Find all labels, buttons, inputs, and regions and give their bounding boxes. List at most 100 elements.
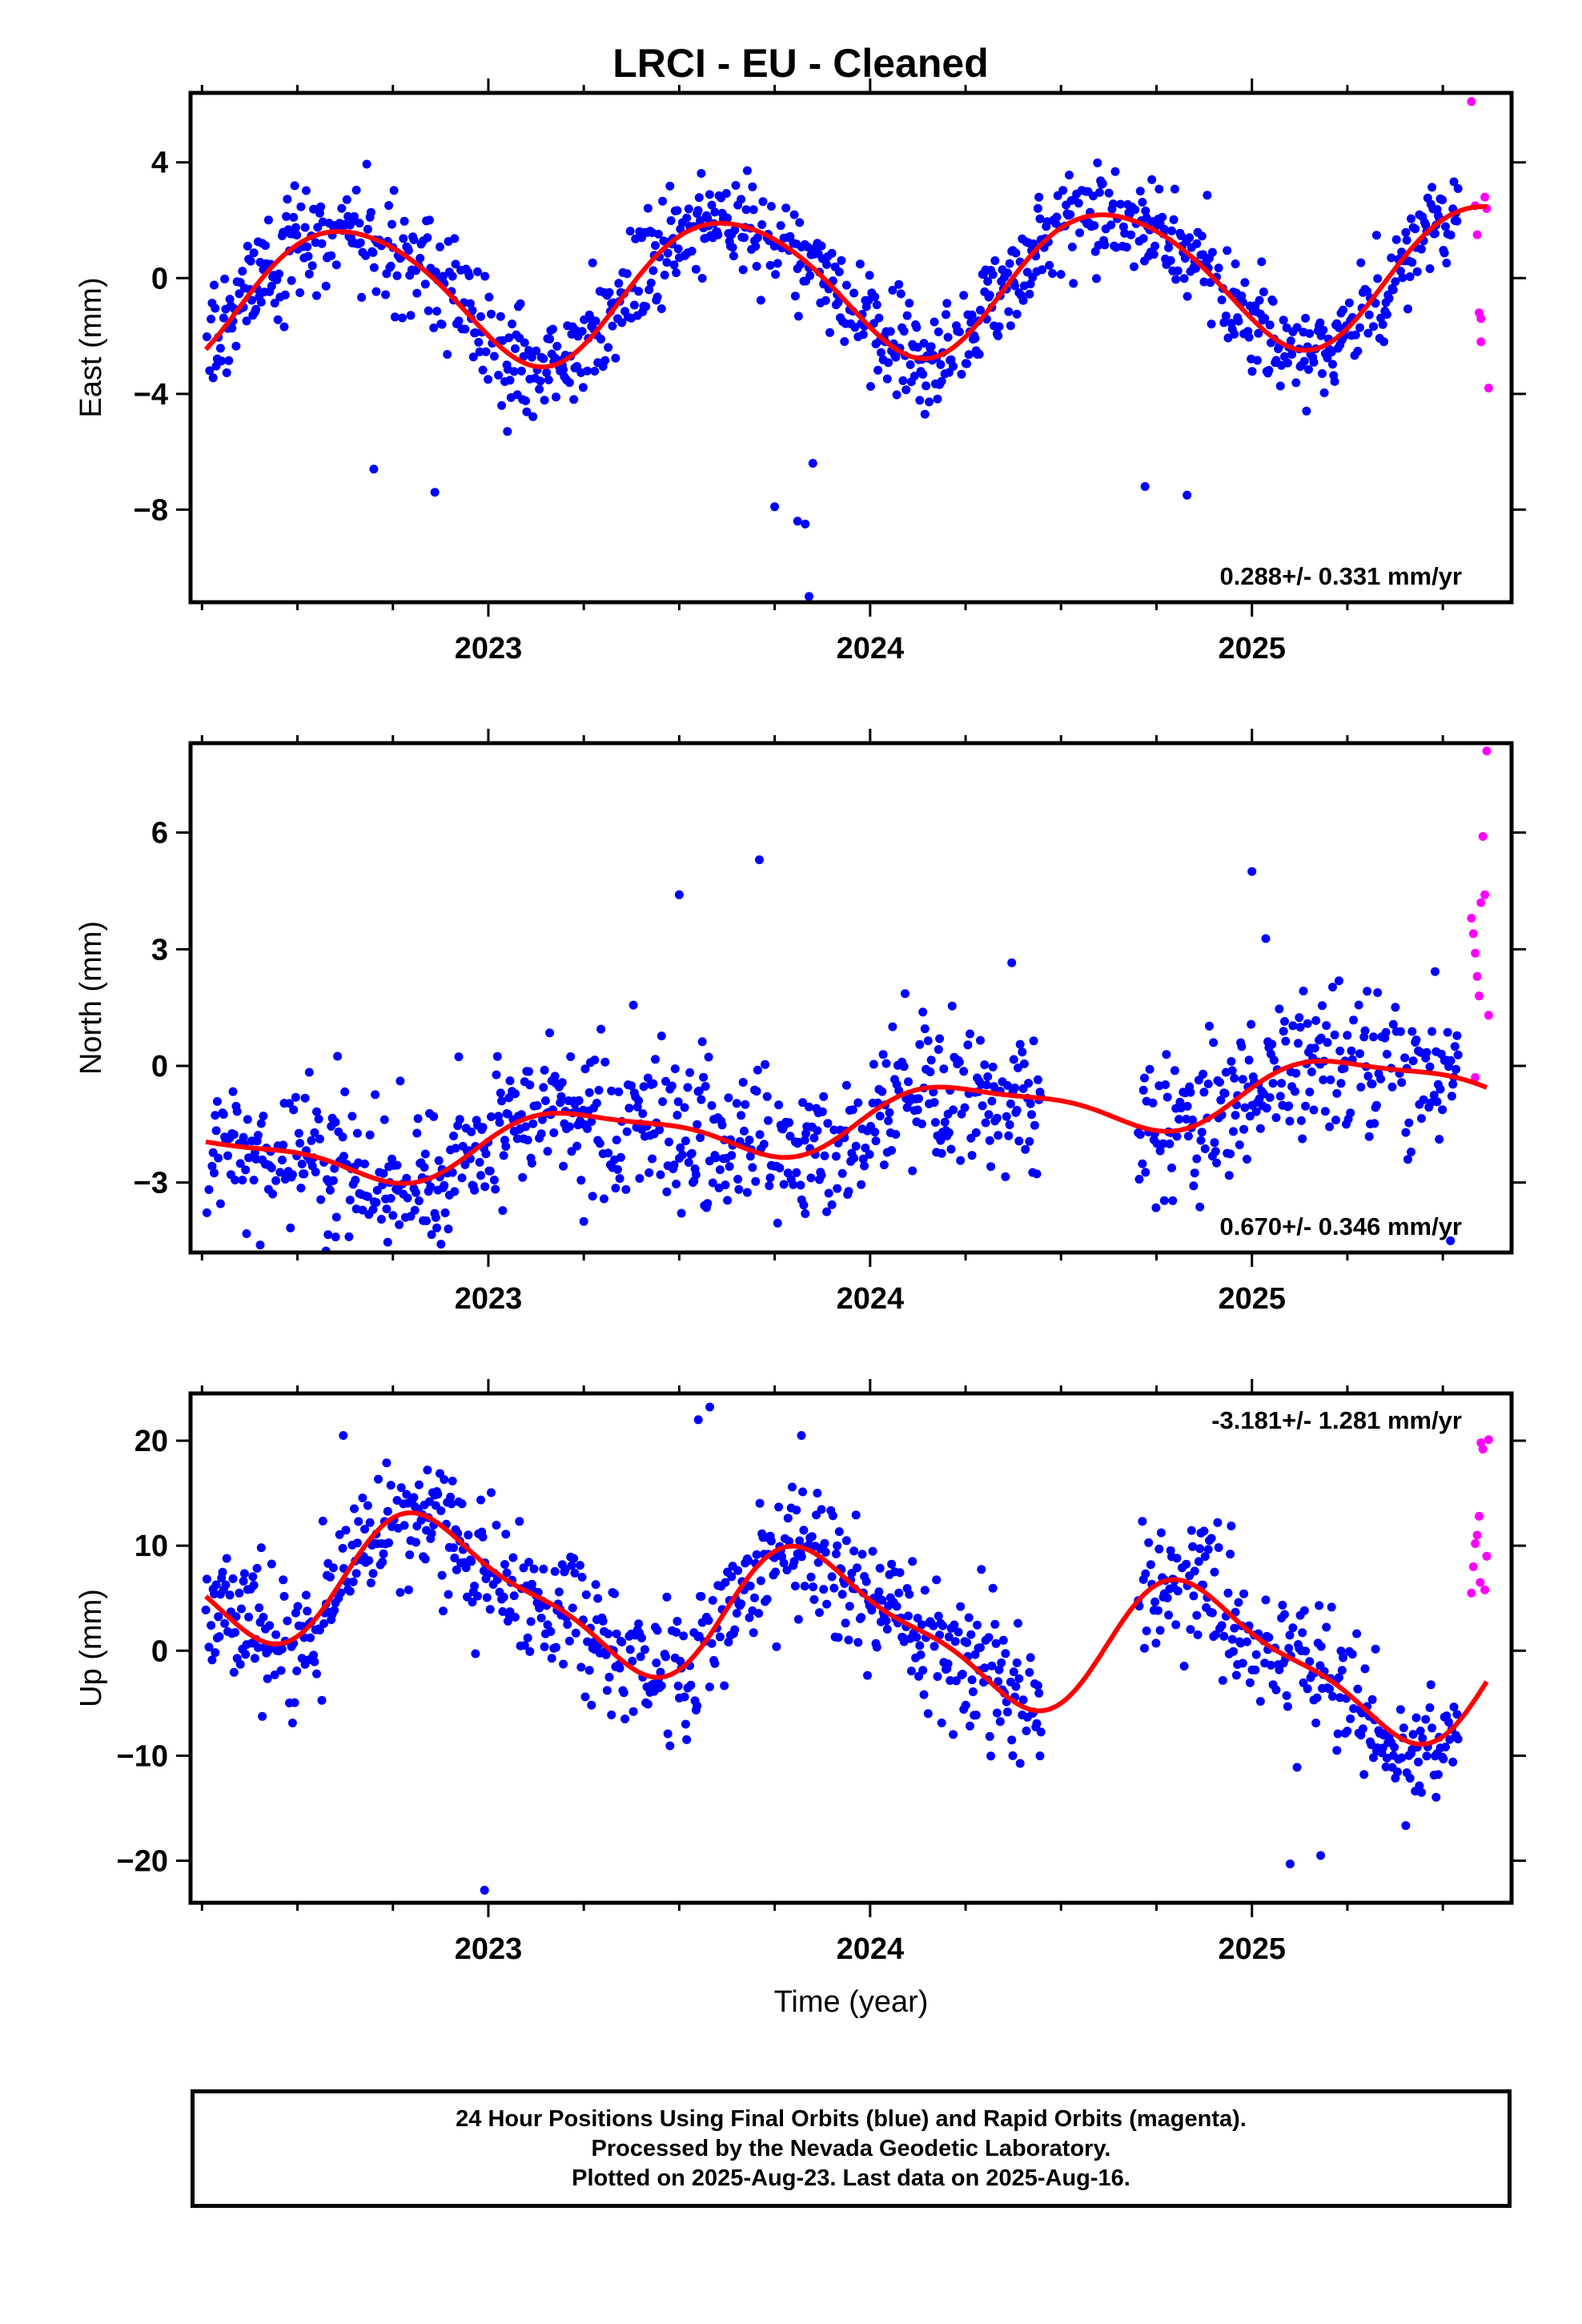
final-orbit-point — [532, 346, 541, 356]
final-orbit-point — [255, 1240, 265, 1250]
final-orbit-point — [798, 1487, 808, 1497]
final-orbit-point — [926, 1068, 935, 1076]
final-orbit-point — [436, 242, 444, 251]
final-orbit-point — [824, 1188, 833, 1198]
final-orbit-point — [1441, 222, 1450, 231]
y-tick-label: −20 — [117, 1845, 168, 1879]
final-orbit-point — [440, 1475, 449, 1484]
final-orbit-point — [1302, 406, 1311, 416]
final-orbit-point — [1162, 1593, 1172, 1602]
final-orbit-point — [1166, 255, 1175, 265]
final-orbit-point — [753, 1065, 762, 1075]
final-orbit-point — [328, 1176, 338, 1185]
final-orbit-point — [321, 281, 331, 291]
final-orbit-point — [1197, 231, 1207, 241]
final-orbit-point — [1328, 983, 1337, 992]
final-orbit-point — [454, 1052, 464, 1062]
final-orbit-point — [595, 1139, 604, 1148]
final-orbit-point — [756, 296, 765, 305]
final-orbit-point — [1154, 1606, 1162, 1615]
final-orbit-point — [300, 1093, 310, 1103]
final-orbit-point — [1159, 1196, 1169, 1205]
final-orbit-point — [270, 1670, 279, 1679]
final-orbit-point — [235, 289, 244, 299]
final-orbit-point — [502, 1568, 512, 1578]
final-orbit-point — [1421, 1715, 1431, 1724]
final-orbit-point — [362, 159, 371, 169]
final-orbit-point — [361, 251, 371, 260]
final-orbit-point — [954, 1627, 963, 1637]
final-orbit-point — [1284, 1101, 1294, 1111]
final-orbit-point — [766, 202, 776, 211]
final-orbit-point — [792, 1168, 801, 1177]
final-orbit-point — [1332, 1088, 1342, 1098]
final-orbit-point — [1251, 1107, 1261, 1116]
final-orbit-point — [1442, 259, 1452, 267]
final-orbit-point — [412, 1128, 422, 1138]
final-orbit-point — [1227, 1066, 1237, 1076]
rapid-orbit-point — [1475, 991, 1484, 1001]
final-orbit-point — [1275, 381, 1285, 391]
final-orbit-point — [580, 1064, 590, 1074]
final-orbit-point — [1227, 1634, 1237, 1644]
final-orbit-point — [752, 1087, 761, 1096]
final-orbit-point — [960, 1103, 970, 1112]
final-orbit-point — [446, 1492, 456, 1502]
final-orbit-point — [1154, 184, 1164, 194]
final-orbit-point — [1218, 1675, 1227, 1685]
final-orbit-point — [844, 1187, 853, 1196]
final-orbit-point — [644, 285, 654, 295]
final-orbit-point — [604, 1672, 614, 1682]
final-orbit-point — [584, 1088, 594, 1097]
final-orbit-point — [673, 1097, 683, 1107]
final-orbit-point — [1034, 192, 1044, 202]
final-orbit-point — [1404, 1118, 1414, 1128]
final-orbit-point — [436, 1240, 446, 1249]
final-orbit-point — [1438, 195, 1447, 205]
final-orbit-point — [984, 1633, 994, 1642]
final-orbit-point — [704, 1616, 713, 1625]
final-orbit-outlier-point — [1247, 866, 1257, 876]
final-orbit-point — [812, 1510, 821, 1520]
final-orbit-point — [481, 347, 491, 356]
final-orbit-point — [950, 1637, 960, 1647]
final-orbit-point — [800, 1136, 809, 1145]
final-orbit-point — [1183, 1132, 1193, 1141]
final-orbit-point — [992, 1113, 1002, 1123]
final-orbit-point — [1231, 259, 1240, 268]
final-orbit-point — [1169, 215, 1178, 224]
final-orbit-point — [734, 1184, 744, 1194]
rapid-orbit-point — [1476, 337, 1486, 347]
final-orbit-point — [569, 1554, 579, 1563]
final-orbit-point — [638, 1109, 648, 1119]
final-orbit-point — [1429, 1091, 1439, 1100]
final-orbit-points — [202, 158, 1463, 601]
final-orbit-point — [677, 1208, 686, 1218]
final-orbit-point — [679, 1631, 689, 1641]
final-orbit-point — [416, 254, 425, 263]
final-orbit-point — [1261, 1595, 1271, 1605]
final-orbit-point — [475, 347, 484, 356]
final-orbit-point — [341, 1526, 351, 1535]
final-orbit-point — [1239, 1589, 1249, 1598]
final-orbit-point — [424, 306, 433, 316]
final-orbit-point — [962, 359, 972, 368]
final-orbit-point — [831, 1152, 841, 1161]
final-orbit-point — [1421, 220, 1431, 230]
final-orbit-point — [600, 1057, 610, 1067]
final-orbit-point — [325, 1185, 335, 1195]
final-orbit-point — [523, 1633, 532, 1642]
rapid-orbit-point — [1467, 1588, 1476, 1598]
final-orbit-point — [1012, 309, 1022, 319]
final-orbit-point — [967, 310, 977, 320]
final-orbit-point — [966, 1721, 974, 1731]
final-orbit-point — [304, 1068, 314, 1077]
final-orbit-point — [270, 299, 279, 308]
final-orbit-point — [1448, 1757, 1458, 1767]
x-tick-label: 2024 — [837, 632, 905, 665]
final-orbit-point — [503, 1109, 512, 1119]
final-orbit-point — [544, 375, 553, 384]
final-orbit-point — [968, 1687, 978, 1696]
final-orbit-point — [869, 1059, 878, 1069]
final-orbit-point — [1356, 1083, 1366, 1092]
